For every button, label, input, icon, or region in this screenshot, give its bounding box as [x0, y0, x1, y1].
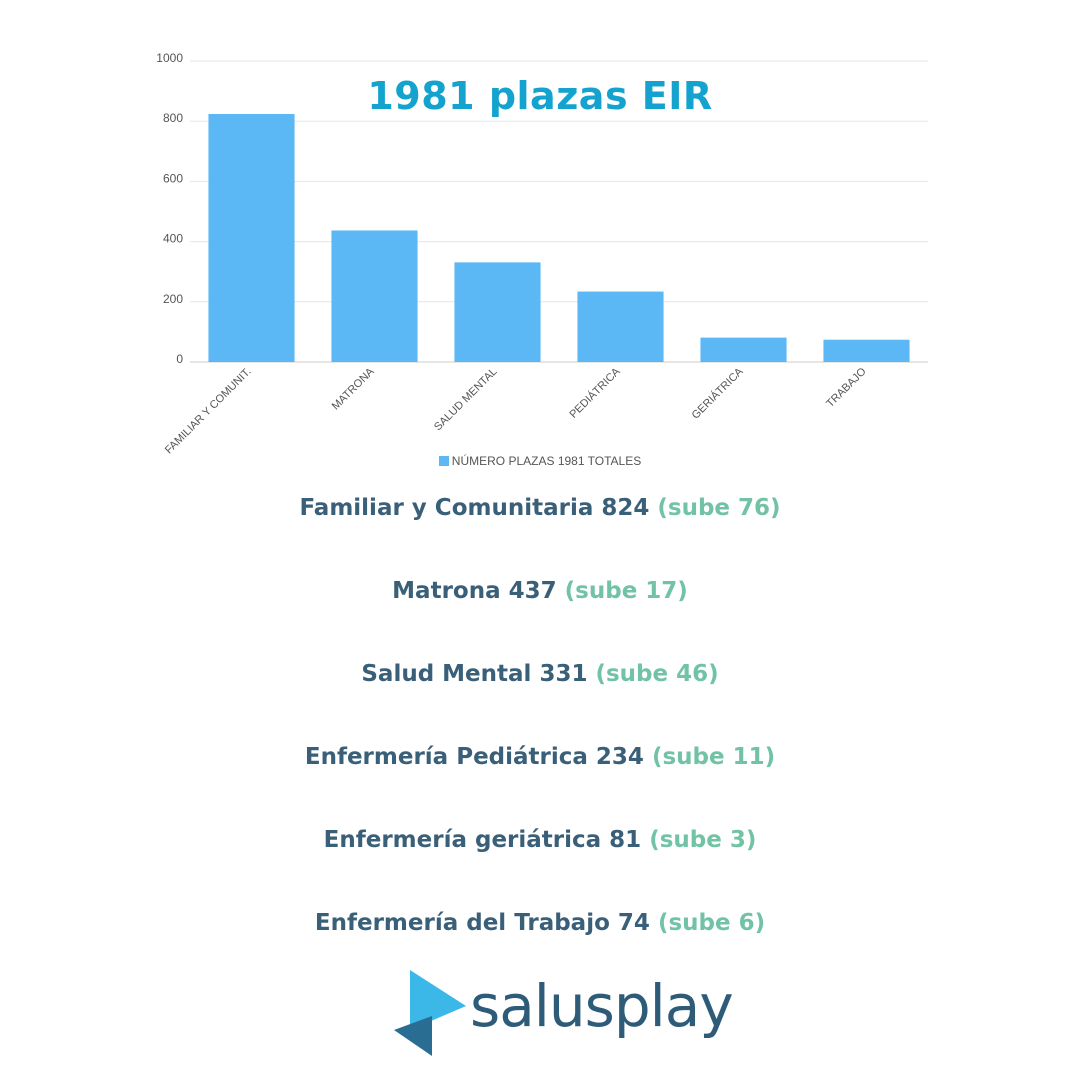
stat-row-pediatrica: Enfermería Pediátrica 234 (sube 11) [0, 744, 1080, 770]
x-tick-label: PEDIÁTRICA [567, 364, 623, 420]
play-icon [394, 970, 466, 1056]
x-tick-label: FAMILIAR Y COMUNIT. [163, 366, 254, 457]
stat-change: (sube 3) [649, 827, 757, 853]
x-tick-label: SALUD MENTAL [432, 366, 500, 434]
stat-row-salud-mental: Salud Mental 331 (sube 46) [0, 661, 1080, 687]
stat-label: Enfermería Pediátrica 234 [304, 744, 644, 770]
legend-swatch [438, 456, 449, 466]
stat-label: Enfermería del Trabajo 74 [314, 910, 650, 936]
chart-legend: NÚMERO PLAZAS 1981 TOTALES [0, 454, 1080, 468]
stat-label: Enfermería geriátrica 81 [323, 827, 642, 853]
bar-0 [208, 113, 295, 362]
x-tick-label: TRABAJO [824, 365, 869, 410]
stat-label: Matrona 437 [392, 578, 557, 604]
chart-title: 1981 plazas EIR [367, 74, 713, 118]
bar-2 [454, 262, 541, 362]
stat-change: (sube 17) [564, 578, 688, 604]
y-tick-label: 600 [163, 171, 183, 185]
stat-label: Salud Mental 331 [361, 661, 588, 687]
stat-change: (sube 6) [657, 910, 766, 936]
bar-4 [700, 337, 787, 362]
bar-chart: 0 200 400 600 800 1000 FAMILIAR Y COMUNIT. MATR… [156, 51, 928, 457]
stat-row-familiar: Familiar y Comunitaria 824 (sube 76) [0, 495, 1080, 521]
stat-change: (sube 11) [651, 744, 776, 770]
bar-3 [577, 291, 664, 362]
brand-logo: salusplay [390, 968, 734, 1068]
x-tick-label: GERIÁTRICA [689, 364, 746, 421]
stat-change: (sube 46) [595, 661, 719, 687]
y-tick-label: 400 [163, 232, 183, 246]
bar-1 [331, 230, 418, 362]
stat-row-trabajo: Enfermería del Trabajo 74 (sube 6) [0, 910, 1080, 936]
stat-row-matrona: Matrona 437 (sube 17) [0, 578, 1080, 604]
y-tick-label: 800 [163, 111, 183, 125]
legend-label: NÚMERO PLAZAS 1981 TOTALES [451, 454, 642, 468]
bar-5 [823, 339, 910, 362]
stat-change: (sube 76) [657, 495, 781, 521]
stat-label: Familiar y Comunitaria 824 [299, 495, 650, 521]
y-tick-label: 200 [163, 292, 183, 306]
stat-row-geriatrica: Enfermería geriátrica 81 (sube 3) [0, 827, 1080, 853]
brand-name: salusplay [470, 972, 734, 1040]
y-tick-label: 1000 [156, 51, 183, 65]
x-tick-label: MATRONA [330, 365, 377, 412]
y-tick-label: 0 [176, 352, 183, 366]
